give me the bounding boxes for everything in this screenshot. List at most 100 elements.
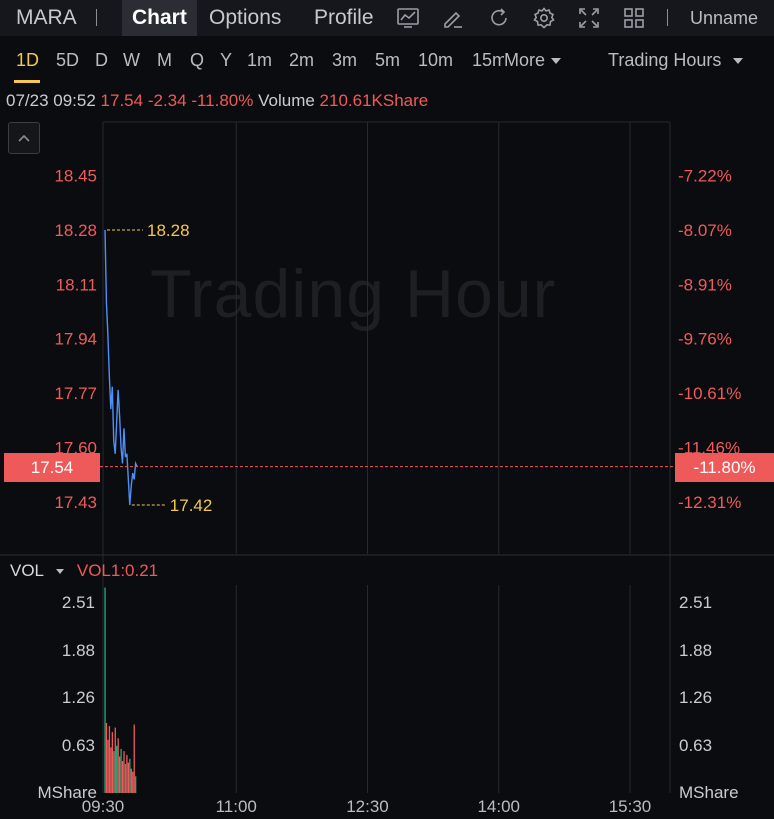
fullscreen-icon[interactable] bbox=[577, 6, 601, 30]
price-tick-label: 17.77 bbox=[54, 384, 97, 403]
time-tick-label: 14:00 bbox=[477, 797, 520, 816]
price-tick-label: 17.94 bbox=[54, 330, 97, 349]
more-dropdown[interactable]: More bbox=[504, 50, 562, 71]
volume-bar bbox=[105, 722, 108, 793]
volume-header: VOL VOL1:0.21 bbox=[10, 561, 158, 581]
volume-bar bbox=[116, 745, 118, 793]
gear-icon[interactable] bbox=[532, 6, 556, 30]
trading-hours-dropdown[interactable]: Trading Hours bbox=[608, 50, 744, 71]
volume-bar bbox=[118, 756, 121, 793]
volume-bar bbox=[111, 732, 113, 793]
period-15m[interactable]: 15m bbox=[472, 50, 504, 70]
volume-bar bbox=[123, 751, 125, 793]
divider bbox=[667, 9, 668, 26]
chevron-up-icon bbox=[18, 134, 30, 142]
period-5m[interactable]: 5m bbox=[375, 50, 401, 70]
volume-bar bbox=[129, 758, 131, 793]
volume-bar bbox=[132, 771, 134, 793]
refresh-icon[interactable] bbox=[487, 6, 511, 30]
time-tick-label: 09:30 bbox=[82, 797, 125, 816]
time-tick-label: 12:30 bbox=[346, 797, 389, 816]
price-chart[interactable]: 09:30 11:00 12:30 14:00 15:30 18.45 -7.22% 18.2… bbox=[0, 120, 774, 819]
price-tick-label: 17.43 bbox=[54, 493, 97, 512]
high-marker-label: 18.28 bbox=[147, 221, 190, 240]
volume-bar bbox=[114, 727, 116, 793]
period-w[interactable]: W bbox=[123, 50, 140, 70]
volume-tick-label: 0.63 bbox=[62, 736, 95, 755]
tab-chart[interactable]: Chart bbox=[122, 0, 197, 36]
period-d[interactable]: D bbox=[95, 50, 108, 70]
volume-label: Volume bbox=[258, 91, 315, 110]
symbol-label[interactable]: MARA bbox=[16, 6, 77, 29]
volume-bar bbox=[108, 726, 111, 793]
chevron-down-icon bbox=[733, 58, 744, 65]
volume-bar bbox=[113, 751, 115, 793]
user-name[interactable]: Unname bbox=[690, 8, 759, 28]
volume-bar bbox=[104, 587, 106, 793]
price-tick-label: 18.45 bbox=[54, 167, 97, 186]
pct-tick-label: -11.46% bbox=[678, 438, 740, 457]
volume-tick-label: 2.51 bbox=[679, 593, 712, 612]
grid-icon[interactable] bbox=[622, 6, 646, 30]
selected-period-underline bbox=[14, 80, 40, 83]
pct-tick-label: -12.31% bbox=[678, 493, 741, 512]
period-5d[interactable]: 5D bbox=[56, 50, 80, 70]
pct-tick-label: -8.91% bbox=[678, 275, 732, 294]
period-y[interactable]: Y bbox=[220, 50, 233, 70]
period-3m[interactable]: 3m bbox=[332, 50, 358, 70]
price-tick-label: 18.11 bbox=[56, 275, 97, 294]
volume-bar bbox=[130, 768, 132, 793]
volume-bar bbox=[120, 748, 122, 793]
period-10m[interactable]: 10m bbox=[418, 50, 454, 70]
quote-volume: 210.61KShare bbox=[319, 91, 429, 110]
period-2m[interactable]: 2m bbox=[289, 50, 315, 70]
pencil-icon[interactable] bbox=[441, 6, 465, 30]
period-bar: 1D 5D D W M Q Y 1m 2m 3m 5m 10m 15m More… bbox=[0, 36, 774, 86]
tab-options[interactable]: Options bbox=[209, 6, 282, 29]
more-label: More bbox=[504, 50, 546, 70]
tab-profile[interactable]: Profile bbox=[314, 6, 374, 29]
trading-hours-label: Trading Hours bbox=[608, 50, 722, 70]
volume-tick-label: 1.26 bbox=[62, 688, 95, 707]
period-1d[interactable]: 1D bbox=[16, 50, 40, 70]
current-price-badge: 17.54 bbox=[4, 453, 100, 482]
current-pct-badge: -11.80% bbox=[675, 453, 774, 482]
period-1m[interactable]: 1m bbox=[247, 50, 273, 70]
price-tick-label: 17.60 bbox=[54, 438, 97, 457]
volume-bar bbox=[135, 776, 137, 793]
period-q[interactable]: Q bbox=[190, 50, 205, 70]
time-tick-label: 15:30 bbox=[609, 797, 652, 816]
pct-tick-label: -7.22% bbox=[678, 167, 732, 186]
quote-datetime: 07/23 09:52 bbox=[6, 91, 96, 110]
top-nav-bar: MARA Chart Options Profile Unname bbox=[0, 0, 774, 36]
pct-tick-label: -9.76% bbox=[678, 330, 732, 349]
volume-tick-label: 0.63 bbox=[679, 736, 712, 755]
chevron-down-icon bbox=[56, 569, 65, 575]
volume-bar bbox=[126, 754, 128, 793]
volume-bar bbox=[121, 761, 124, 793]
quote-price: 17.54 bbox=[100, 91, 144, 110]
price-tick-label: 18.28 bbox=[54, 221, 97, 240]
chart-watermark: Trading Hour bbox=[150, 256, 557, 332]
quote-change: -2.34 bbox=[147, 91, 187, 110]
period-m[interactable]: M bbox=[157, 50, 172, 70]
volume-bar bbox=[117, 738, 119, 793]
divider bbox=[96, 9, 97, 26]
pct-tick-label: -8.07% bbox=[678, 221, 732, 240]
collapse-button[interactable] bbox=[8, 122, 40, 154]
volume-unit-label: MShare bbox=[679, 783, 739, 802]
volume-tick-label: 1.88 bbox=[62, 641, 95, 660]
low-marker-label: 17.42 bbox=[170, 496, 213, 515]
vol-indicator-value: VOL1:0.21 bbox=[76, 561, 159, 580]
volume-bar bbox=[110, 747, 112, 793]
chart-line-icon[interactable] bbox=[396, 6, 420, 30]
volume-indicator-dropdown[interactable]: VOL bbox=[10, 561, 72, 580]
volume-tick-label: 1.88 bbox=[679, 641, 712, 660]
quote-change-pct: -11.80% bbox=[191, 91, 254, 110]
volume-bar bbox=[107, 739, 109, 793]
volume-unit-label: MShare bbox=[37, 783, 97, 802]
chevron-down-icon bbox=[551, 58, 562, 65]
volume-bar bbox=[124, 764, 127, 793]
time-tick-label: 11:00 bbox=[216, 797, 257, 816]
volume-bar bbox=[133, 724, 135, 793]
